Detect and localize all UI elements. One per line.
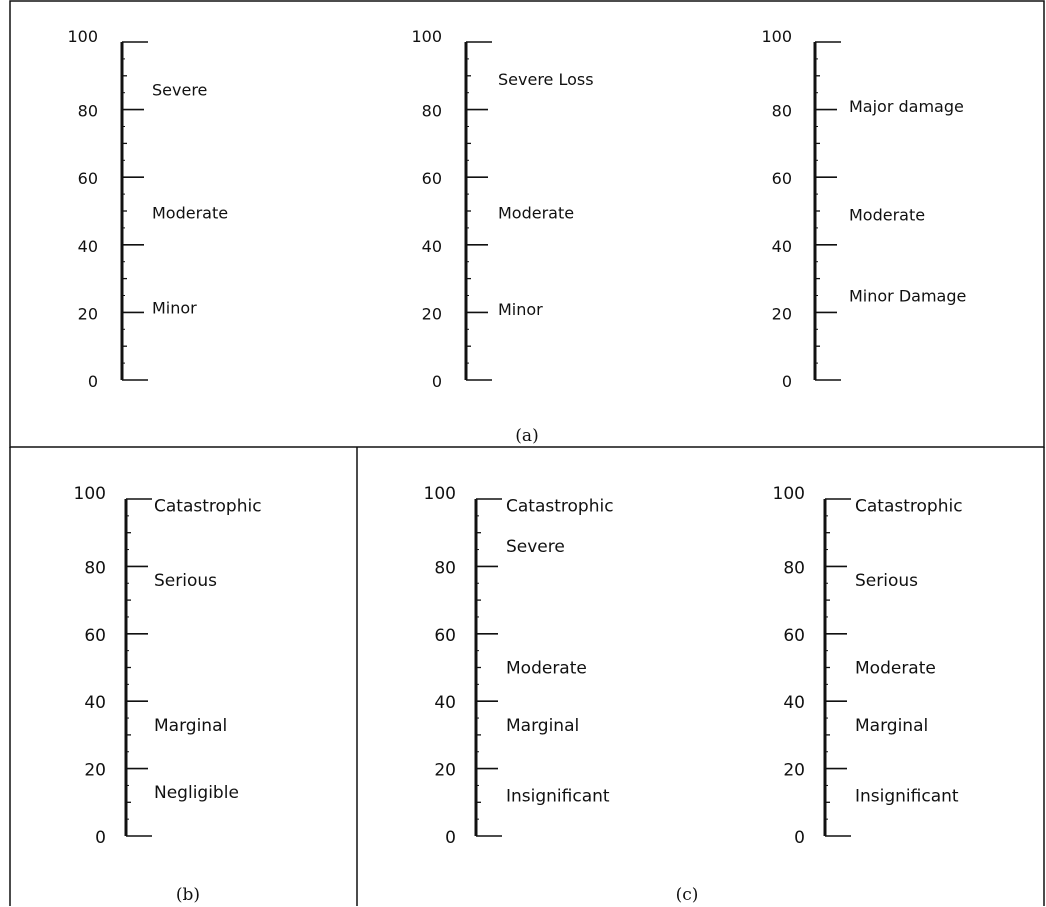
tick-label: 0 [432, 372, 442, 391]
tick-label: 40 [422, 237, 442, 256]
tick-label: 40 [84, 693, 106, 713]
tick-label: 0 [95, 828, 106, 848]
tick-label: 0 [88, 372, 98, 391]
scale-6: 100 80 60 40 20 0 Catastrophic Serious Moderate M… [773, 484, 963, 848]
tick-label: 80 [434, 558, 456, 578]
tick-label: 40 [78, 237, 98, 256]
tick-label: 80 [772, 102, 792, 121]
tick-label: 20 [78, 304, 98, 323]
tick-label: 100 [761, 27, 792, 46]
tick-label: 40 [783, 693, 805, 713]
category-label: Marginal [855, 716, 928, 736]
tick-label: 80 [84, 558, 106, 578]
tick-label: 40 [434, 693, 456, 713]
tick-label: 80 [422, 102, 442, 121]
tick-label: 0 [445, 828, 456, 848]
scale-1: 100 80 60 40 20 0 Severe Moderate Minor [67, 27, 228, 391]
panel-a-caption: (a) [515, 426, 538, 446]
tick-label: 20 [783, 761, 805, 781]
scale-4: 100 80 60 40 20 0 Catastrophic Serious Marginal N… [74, 484, 262, 848]
tick-label: 60 [783, 626, 805, 646]
category-label: Catastrophic [506, 497, 614, 517]
tick-label: 20 [84, 761, 106, 781]
tick-label: 0 [782, 372, 792, 391]
tick-label: 40 [772, 237, 792, 256]
category-label: Insignificant [855, 787, 959, 807]
tick-label: 80 [78, 102, 98, 121]
panel-c-caption: (c) [676, 885, 699, 905]
scales-layer: 100 80 60 40 20 0 Severe Moderate Minor 100 80 60 40… [67, 27, 966, 848]
tick-label: 60 [78, 169, 98, 188]
category-label: Minor [498, 300, 543, 319]
category-label: Catastrophic [154, 497, 262, 517]
category-label: Moderate [498, 204, 574, 223]
panel-b-caption: (b) [176, 885, 200, 905]
scale-5: 100 80 60 40 20 0 Catastrophic Severe Moderate Ma… [424, 484, 614, 848]
panel-borders [9, 0, 1045, 906]
category-label: Catastrophic [855, 497, 963, 517]
category-label: Serious [154, 571, 217, 591]
category-label: Severe Loss [498, 70, 594, 89]
category-label: Insignificant [506, 787, 610, 807]
category-label: Severe [506, 537, 565, 557]
tick-label: 100 [411, 27, 442, 46]
category-label: Moderate [855, 659, 936, 679]
tick-label: 60 [84, 626, 106, 646]
tick-label: 100 [67, 27, 98, 46]
tick-label: 20 [422, 304, 442, 323]
tick-label: 100 [74, 484, 106, 504]
tick-label: 80 [783, 558, 805, 578]
category-label: Marginal [154, 716, 227, 736]
category-label: Minor [152, 298, 197, 317]
tick-label: 60 [422, 169, 442, 188]
category-label: Severe [152, 80, 207, 99]
category-label: Major damage [849, 97, 964, 116]
tick-label: 60 [772, 169, 792, 188]
category-label: Marginal [506, 716, 579, 736]
panel-a-border [9, 0, 1045, 448]
category-label: Moderate [849, 205, 925, 224]
category-label: Minor Damage [849, 287, 966, 306]
category-label: Moderate [152, 204, 228, 223]
category-label: Serious [855, 571, 918, 591]
scale-2: 100 80 60 40 20 0 Severe Loss Moderate Minor [411, 27, 593, 391]
tick-label: 100 [424, 484, 456, 504]
category-label: Moderate [506, 659, 587, 679]
tick-label: 0 [794, 828, 805, 848]
tick-label: 20 [772, 304, 792, 323]
scale-3: 100 80 60 40 20 0 Major damage Moderate Minor Da… [761, 27, 966, 391]
tick-label: 60 [434, 626, 456, 646]
tick-label: 100 [773, 484, 805, 504]
tick-label: 20 [434, 761, 456, 781]
category-label: Negligible [154, 783, 239, 803]
